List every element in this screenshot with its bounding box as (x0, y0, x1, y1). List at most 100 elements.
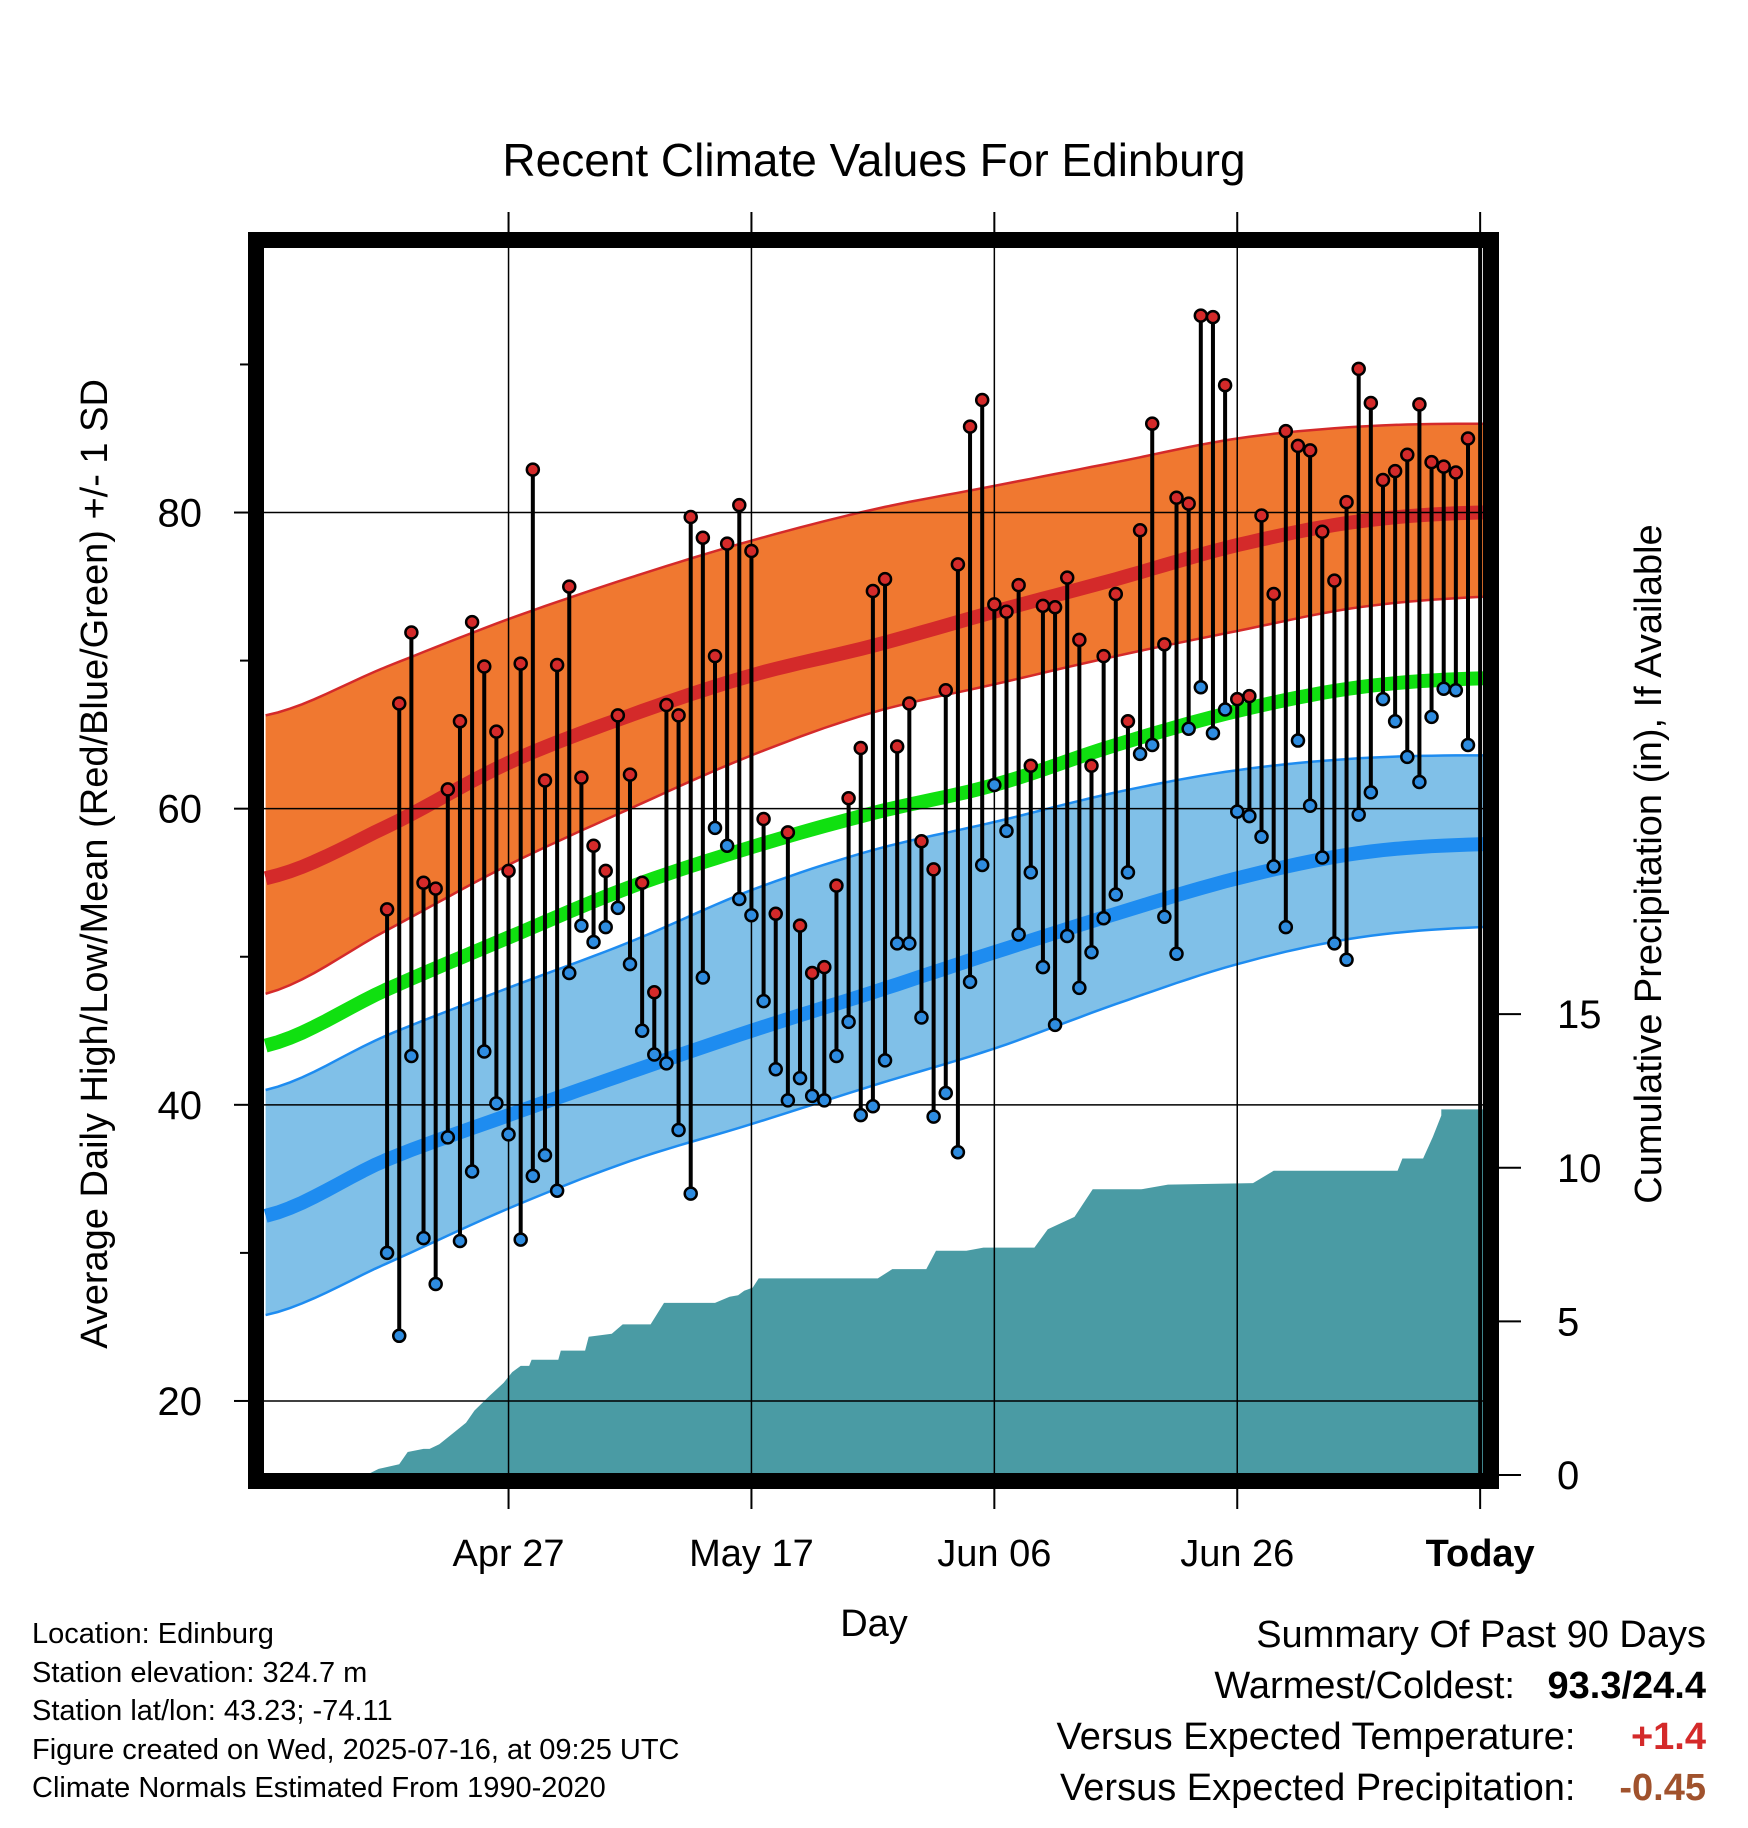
high-temp-point (1327, 573, 1342, 588)
low-temp-point (404, 1048, 419, 1064)
x-tick-label: Apr 27 (453, 1533, 565, 1575)
y-left-tick-label: 20 (158, 1380, 203, 1424)
high-temp-point (768, 906, 783, 922)
high-temp-point (1157, 637, 1172, 652)
low-temp-point (950, 1144, 966, 1160)
high-temp-point (1229, 691, 1245, 707)
low-temp-point (792, 1070, 808, 1086)
low-temp-point (1023, 865, 1039, 880)
low-temp-point (1387, 714, 1403, 729)
station-info: Location: Edinburg Station elevation: 32… (32, 1615, 680, 1808)
low-temp-point (914, 1010, 929, 1025)
y-left-tick-label: 80 (158, 492, 203, 536)
high-temp-point (1351, 361, 1366, 377)
high-temp-point (574, 770, 589, 785)
high-temp-point (829, 878, 844, 893)
high-temp-point (889, 739, 905, 754)
low-temp-point (1108, 887, 1124, 902)
low-temp-point (1290, 733, 1306, 748)
high-temp-point (1047, 600, 1063, 615)
chart-title: Recent Climate Values For Edinburg (502, 134, 1245, 186)
low-temp-point (428, 1276, 443, 1292)
low-temp-point (1096, 910, 1111, 926)
low-temp-point (987, 777, 1002, 793)
low-temp-point (1412, 774, 1427, 790)
high-normal-line (263, 505, 1485, 886)
elevation-text: Station elevation: 324.7 m (32, 1656, 368, 1689)
high-temp-point (1302, 443, 1318, 458)
low-temp-point (744, 908, 759, 923)
low-temp-point (464, 1164, 480, 1179)
high-temp-point (501, 863, 516, 879)
high-temp-point (404, 625, 419, 640)
high-temp-point (1072, 632, 1087, 648)
low-temp-point (1047, 1017, 1063, 1033)
low-temp-point (562, 965, 577, 981)
high-temp-point (707, 648, 723, 664)
high-temp-point (1035, 598, 1051, 614)
high-temp-point (659, 697, 674, 713)
warm-cold-value: 93.3/24.4 (1547, 1665, 1706, 1707)
y-axis-label-left: Average Daily High/Low/Mean (Red/Blue/Gr… (74, 379, 116, 1349)
low-temp-point (804, 1088, 820, 1104)
low-temp-point (719, 838, 735, 853)
low-temp-point (1266, 859, 1281, 874)
high-temp-point (525, 462, 541, 477)
versus-precip-label: Versus Expected Precipitation: (1060, 1767, 1576, 1809)
low-temp-point (1217, 702, 1233, 717)
summary-heading: Summary Of Past 90 Days (1256, 1614, 1706, 1656)
high-temp-point (1108, 586, 1124, 602)
low-temp-point (877, 1053, 893, 1068)
high-temp-point (416, 875, 431, 890)
high-temp-point (1400, 447, 1415, 463)
low-temp-point (817, 1093, 832, 1108)
low-temp-point (610, 900, 626, 916)
high-temp-point (1424, 454, 1439, 470)
high-temp-point (1412, 397, 1427, 412)
high-temp-point (391, 696, 407, 711)
high-temp-point (804, 965, 820, 981)
low-temp-point (999, 823, 1014, 839)
y-left-tick-label: 60 (158, 788, 203, 832)
high-temp-point (549, 657, 565, 673)
high-temp-point (962, 419, 978, 434)
versus-precip-row: Versus Expected Precipitation: -0.45 (1057, 1763, 1706, 1814)
low-temp-point (1351, 807, 1366, 822)
warm-cold-row: Warmest/Coldest: 93.3/24.4 (1057, 1661, 1706, 1712)
low-temp-point (1254, 829, 1269, 845)
low-temp-point (622, 956, 638, 972)
high-temp-point (987, 597, 1002, 612)
location-text: Location: Edinburg (32, 1618, 274, 1650)
high-temp-point (974, 392, 990, 408)
versus-temp-label: Versus Expected Temperature: (1056, 1716, 1576, 1758)
low-temp-point (440, 1130, 456, 1145)
low-temp-point (1424, 709, 1439, 725)
x-axis-label: Day (840, 1603, 908, 1645)
low-temp-point (416, 1230, 431, 1246)
high-temp-point (756, 811, 771, 827)
high-temp-point (1011, 577, 1026, 593)
high-normal-band-upper-edge (265, 422, 1485, 717)
low-temp-point (1120, 865, 1136, 880)
y-right-tick-label: 10 (1557, 1147, 1602, 1191)
y-right-tick-label: 0 (1557, 1454, 1579, 1498)
axes: 20 40 60 80 0 5 10 15 Apr 27 May 17 Jun 06 Jun 26 To… (158, 212, 1602, 1575)
high-temp-point (1217, 377, 1233, 393)
low-temp-point (865, 1099, 881, 1114)
low-temp-point (647, 1047, 662, 1062)
low-temp-point (537, 1147, 553, 1163)
high-temp-point (877, 571, 893, 587)
high-temp-point (683, 509, 698, 525)
low-temp-point (1205, 725, 1221, 741)
high-temp-point (1460, 431, 1476, 446)
low-temp-point (391, 1328, 407, 1344)
versus-precip-value: -0.45 (1619, 1767, 1706, 1809)
high-temp-point (1193, 308, 1209, 323)
high-temp-point (1096, 648, 1111, 664)
low-temp-point (1157, 909, 1172, 925)
low-temp-point (1448, 682, 1464, 698)
high-temp-point (817, 959, 832, 975)
low-temp-point (1400, 749, 1415, 765)
high-temp-point (1205, 309, 1221, 325)
low-temp-point (1193, 680, 1209, 695)
